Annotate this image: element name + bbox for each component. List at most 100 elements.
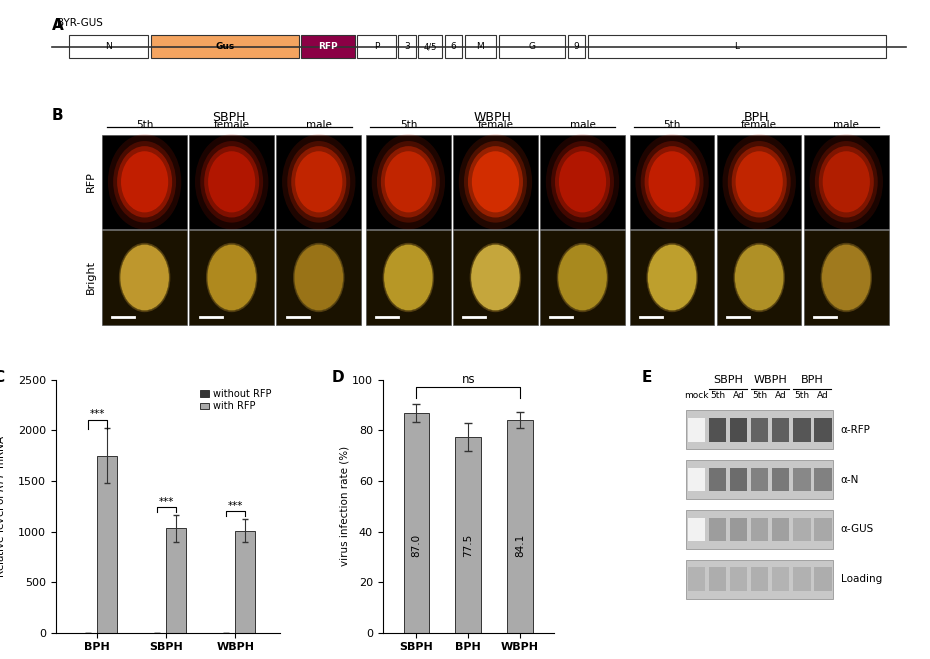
Ellipse shape [646, 243, 698, 312]
Bar [98, 455, 116, 633]
Bar [730, 468, 748, 492]
Bar [404, 413, 430, 633]
Bar [166, 529, 186, 633]
Text: male: male [833, 121, 859, 130]
Bar [568, 36, 585, 58]
Bar [730, 418, 748, 442]
Text: mock: mock [684, 391, 709, 400]
Ellipse shape [293, 243, 344, 312]
Text: ***: *** [89, 409, 105, 419]
Bar [751, 418, 768, 442]
Text: BYR-GUS: BYR-GUS [58, 18, 103, 28]
Ellipse shape [207, 244, 256, 310]
Text: Ad: Ad [775, 391, 787, 400]
Bar [687, 517, 705, 541]
Ellipse shape [208, 152, 255, 212]
Bar [709, 517, 726, 541]
Bar [276, 134, 361, 229]
Ellipse shape [471, 244, 520, 310]
Text: 5th: 5th [663, 121, 681, 130]
Text: C: C [0, 370, 4, 385]
Bar [751, 567, 768, 591]
Text: 1.0: 1.0 [80, 619, 95, 629]
Ellipse shape [822, 244, 870, 310]
Bar [190, 134, 274, 229]
Text: ns: ns [461, 373, 475, 386]
Text: WBPH: WBPH [474, 111, 512, 124]
Text: 84.1: 84.1 [515, 534, 525, 557]
Bar [630, 230, 714, 325]
Ellipse shape [723, 134, 796, 229]
Ellipse shape [120, 244, 169, 310]
Text: RFP: RFP [318, 42, 338, 51]
Bar [793, 468, 811, 492]
Ellipse shape [282, 134, 355, 229]
Bar [751, 517, 768, 541]
Ellipse shape [736, 152, 783, 212]
Bar [730, 567, 748, 591]
Ellipse shape [381, 146, 436, 217]
Ellipse shape [372, 134, 445, 229]
Text: 87.0: 87.0 [411, 534, 421, 557]
Text: ***: *** [228, 501, 243, 511]
Text: L: L [735, 42, 739, 51]
Ellipse shape [551, 141, 614, 223]
Y-axis label: Relative level of $\it{RFP}$ mRNA: Relative level of $\it{RFP}$ mRNA [0, 434, 7, 578]
Text: Ad: Ad [817, 391, 829, 400]
Ellipse shape [470, 243, 521, 312]
Text: α-RFP: α-RFP [841, 425, 870, 435]
Bar [804, 134, 888, 229]
Ellipse shape [195, 134, 269, 229]
Bar [717, 230, 802, 325]
Text: female: female [477, 121, 513, 130]
Text: P: P [374, 42, 379, 51]
Bar [772, 468, 790, 492]
Ellipse shape [294, 244, 343, 310]
Text: E: E [642, 370, 652, 385]
Bar [687, 468, 705, 492]
Bar [499, 36, 565, 58]
Bar [717, 134, 802, 229]
Text: Bright: Bright [86, 260, 96, 295]
Bar [102, 134, 187, 229]
Text: 5th: 5th [710, 391, 725, 400]
Ellipse shape [121, 152, 168, 212]
Ellipse shape [472, 152, 519, 212]
Bar [235, 530, 255, 633]
Text: SBPH: SBPH [713, 375, 743, 385]
Bar [276, 230, 361, 325]
Ellipse shape [200, 141, 263, 223]
Text: Ad: Ad [733, 391, 744, 400]
Bar [687, 418, 705, 442]
Text: 4/5: 4/5 [423, 42, 437, 51]
Ellipse shape [464, 141, 527, 223]
Text: 6: 6 [450, 42, 456, 51]
Text: female: female [214, 121, 249, 130]
Bar [685, 460, 833, 499]
Text: α-N: α-N [841, 474, 859, 484]
Bar [709, 468, 726, 492]
Ellipse shape [648, 152, 696, 212]
Text: N: N [105, 42, 113, 51]
Ellipse shape [117, 146, 172, 217]
Legend: without RFP, with RFP: without RFP, with RFP [196, 385, 275, 415]
Bar [687, 567, 705, 591]
Text: Gus: Gus [215, 42, 234, 51]
Bar [772, 418, 790, 442]
Bar [190, 230, 274, 325]
Bar [398, 36, 416, 58]
Ellipse shape [647, 244, 697, 310]
Bar [751, 468, 768, 492]
Ellipse shape [546, 134, 619, 229]
Ellipse shape [641, 141, 704, 223]
Ellipse shape [287, 141, 351, 223]
Bar [418, 36, 442, 58]
Bar [814, 567, 831, 591]
Ellipse shape [555, 146, 610, 217]
Bar [793, 517, 811, 541]
Y-axis label: virus infection rate (%): virus infection rate (%) [339, 446, 350, 566]
Text: 3: 3 [404, 42, 410, 51]
Text: Loading: Loading [841, 574, 882, 584]
Ellipse shape [291, 146, 346, 217]
Text: G: G [528, 42, 536, 51]
